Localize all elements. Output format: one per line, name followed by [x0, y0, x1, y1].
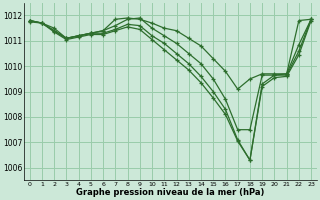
X-axis label: Graphe pression niveau de la mer (hPa): Graphe pression niveau de la mer (hPa) [76, 188, 265, 197]
